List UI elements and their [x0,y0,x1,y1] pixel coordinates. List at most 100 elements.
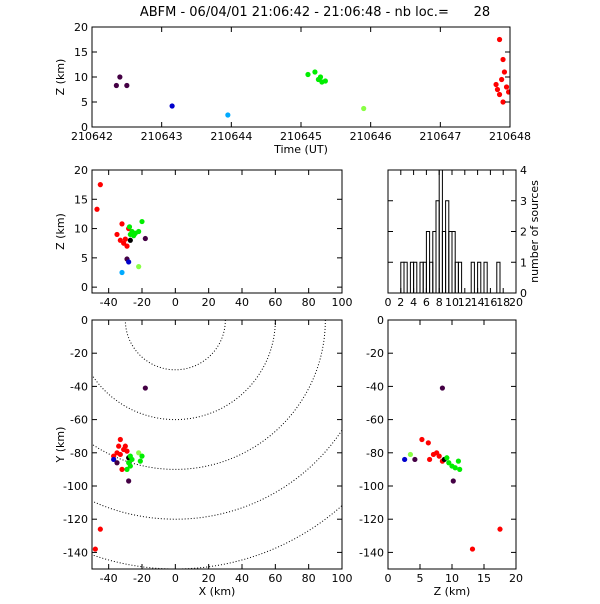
x-tick-label: 16 [483,296,497,309]
x-tick-label: 210645 [280,130,322,143]
histogram-bar [477,261,482,293]
data-point [116,443,122,449]
x-axis-label: Time (UT) [273,143,328,156]
chart-x-y: -40 -20 0 20 40 60 80 100 -140 -120 -100 -80 -60 -40 -… [54,314,353,598]
data-point [412,456,418,463]
data-points [94,182,148,276]
x-tick-label: 60 [268,296,282,309]
data-point [136,264,142,270]
data-point [97,182,103,188]
y-tick-label: -140 [359,546,384,559]
chart-time-z: 210642 210643 210644 210645 210646 210647 2106… [54,21,531,156]
data-point [119,269,125,276]
data-point [122,236,128,242]
data-point [446,460,452,466]
data-point [126,259,132,265]
data-point [455,458,461,464]
data-point [117,74,123,80]
y-tick-label: -120 [359,513,384,526]
plot-frame [91,319,343,570]
data-point [317,74,324,80]
x-tick-label: 210643 [141,130,183,143]
data-point [322,78,328,84]
plot-frame [91,26,511,128]
y-tick-label: 0 [81,314,88,327]
y-tick-label: 10 [74,223,88,236]
data-point [500,99,506,105]
histogram-bar [470,261,475,293]
x-tick-label: -40 [100,572,118,585]
y-tick-label: 15 [74,46,88,59]
x-tick-label: 15 [477,572,491,585]
y-tick-label: -100 [359,480,384,493]
y-tick-label: 15 [74,193,88,206]
data-point [124,243,130,249]
data-point [124,466,130,472]
y-tick-label: -60 [366,414,384,427]
data-point [119,466,125,472]
y-tick-label: 0 [81,121,88,134]
data-point [496,91,503,98]
x-tick-label: 0 [385,296,392,309]
data-point [361,105,367,112]
y-tick-label: 0 [377,314,384,327]
data-point [312,69,318,75]
x-tick-label: 10 [445,296,459,309]
y-tick-label: 3 [520,195,527,208]
y-tick-label: -100 [63,480,88,493]
x-tick-label: 12 [458,296,472,309]
y-tick-label: -40 [70,380,88,393]
y-tick-label: -80 [70,447,88,460]
data-points [113,36,510,118]
x-tick-label: 80 [302,572,316,585]
x-axis-label: Z (km) [434,585,471,598]
data-point [500,56,506,63]
data-point [117,436,123,443]
x-tick-label: 18 [496,296,510,309]
data-point [119,221,125,227]
data-point [450,478,456,484]
data-point [127,237,133,243]
data-point [94,206,100,212]
range-ring [92,320,276,421]
x-tick-label: 210648 [489,130,531,143]
x-tick-label: 4 [410,296,417,309]
x-tick-label: 20 [202,296,216,309]
data-point [501,69,508,75]
data-point [169,103,175,109]
x-tick-label: 100 [332,572,353,585]
x-tick-label: 20 [509,572,523,585]
y-tick-label: -140 [63,546,88,559]
y-tick-label: -40 [366,380,384,393]
y-axis-label: number of sources [528,180,541,283]
x-tick-label: 80 [302,296,316,309]
y-axis-label: Y (km) [54,427,67,464]
y-axis-label: Z (km) [54,213,67,250]
y-tick-label: -80 [366,447,384,460]
data-point [136,450,142,456]
x-tick-label: 40 [235,572,249,585]
chart-x-z: -40 -20 0 20 40 60 80 100 0 5 10 15 20 Z (km) [54,164,353,309]
data-point [142,385,148,391]
y-tick-label: 2 [520,226,527,239]
histogram-bar [457,261,463,293]
x-tick-label: 0 [172,572,179,585]
data-point [92,546,98,552]
data-point [136,228,142,235]
x-tick-label: 20 [509,296,523,309]
data-point [444,455,450,461]
x-tick-label: 210644 [210,130,252,143]
x-tick-label: 5 [417,572,424,585]
histogram-bar [413,261,418,293]
y-tick-label: 0 [81,281,88,294]
data-point [126,224,133,230]
data-point [436,453,442,459]
data-point [139,218,145,225]
data-point [503,84,510,90]
y-tick-label: 20 [74,164,88,177]
data-point [127,463,133,469]
histogram-bar [483,261,488,293]
y-tick-label: -60 [70,414,88,427]
